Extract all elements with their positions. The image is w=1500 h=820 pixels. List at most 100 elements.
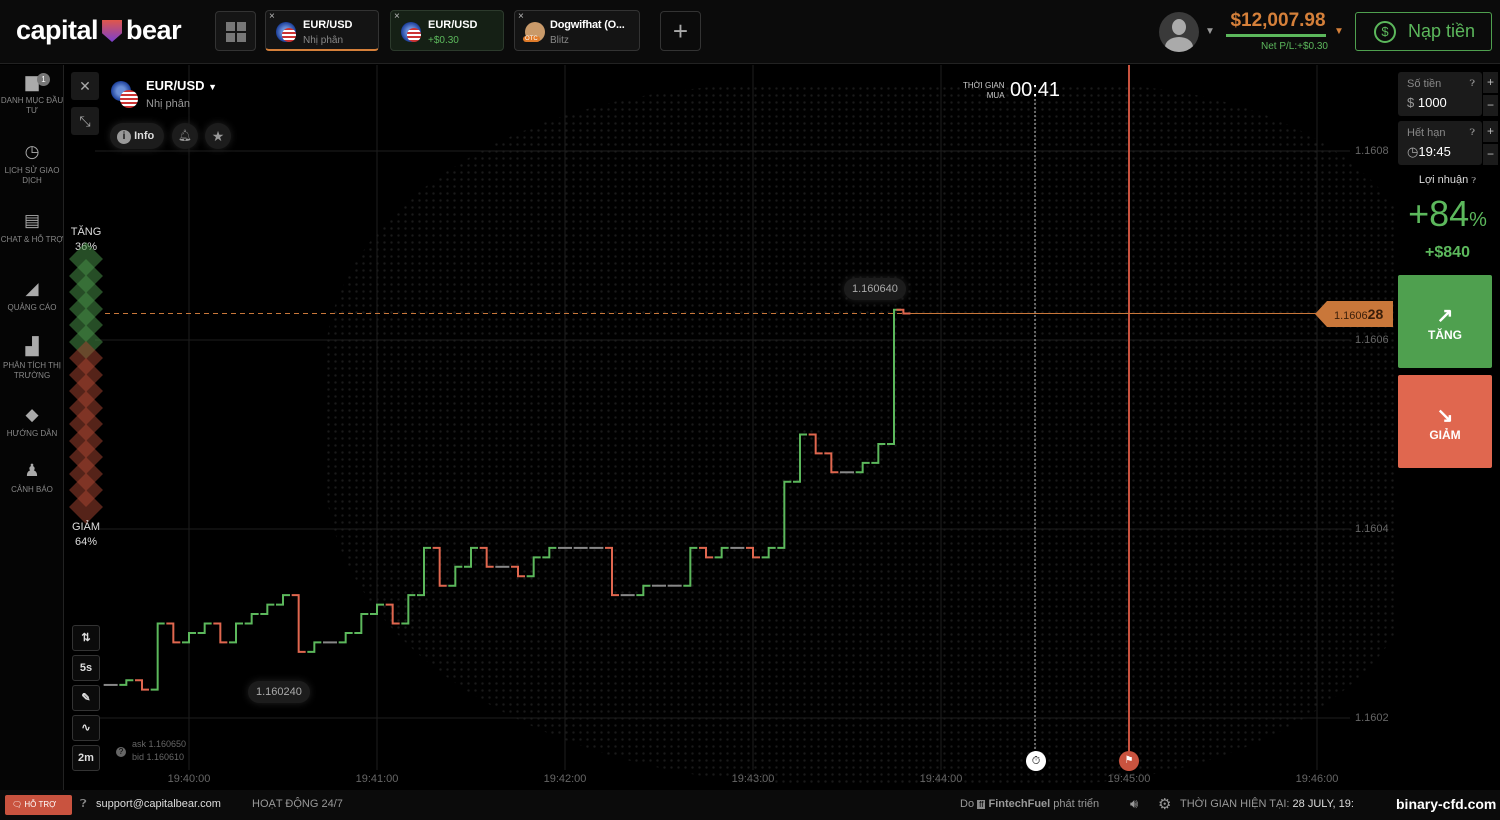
favorite-button[interactable]: ★ (205, 123, 231, 149)
asset-selector[interactable]: EUR/USD ▼ (146, 78, 217, 93)
portfolio-icon: ▆ (25, 72, 39, 91)
net-pl: Net P/L:+$0.30 (1261, 41, 1328, 52)
price-bar (401, 594, 416, 625)
tab-subtitle: Blitz (550, 35, 569, 46)
indicator-wave-icon: ∿ (81, 722, 91, 734)
sidebar-item-portfolio[interactable]: ▆ 1 DANH MỤC ĐẦU TƯ (0, 73, 64, 116)
tab-eurusd-binary[interactable]: × EUR/USD Nhị phân (265, 10, 379, 51)
help-icon[interactable]: ❓︎ (1469, 127, 1475, 137)
currency-symbol: $ (1407, 95, 1415, 110)
sound-icon[interactable]: 🔊︎ (1130, 796, 1139, 811)
amount-increase-button[interactable]: + (1483, 72, 1498, 93)
price-bar (824, 452, 839, 474)
sidebar-item-label: PHÂN TÍCH THỊ TRƯỜNG (3, 361, 61, 380)
sidebar-item-label: LỊCH SỬ GIAO DỊCH (4, 166, 60, 185)
avatar[interactable] (1159, 12, 1199, 52)
price-bar (307, 641, 322, 653)
expiry-field[interactable]: Hết hạn ❓︎ ◷19:45 (1398, 121, 1482, 165)
logo[interactable]: capital bear (16, 15, 182, 45)
support-email[interactable]: support@capitalbear.com (96, 798, 221, 810)
us-flag-icon (407, 28, 421, 42)
timeframe-button[interactable]: 5s (72, 655, 100, 681)
support-label: HỖ TRỢ (24, 800, 56, 809)
balance[interactable]: $12,007.98 (1230, 10, 1326, 31)
drawing-tool-button[interactable]: ✎ (72, 685, 100, 711)
price-chart[interactable]: ✕ ⤡ EUR/USD ▼ Nhị phân i Info 🔔︎ ★ TĂNG3… (65, 65, 1395, 790)
amount-decrease-button[interactable]: − (1483, 95, 1498, 116)
layout-grid-button[interactable] (215, 11, 256, 51)
chart-canvas[interactable] (65, 65, 1395, 790)
price-bar (887, 308, 901, 445)
bid-price: bid 1.160610 (132, 752, 185, 762)
price-bar (417, 546, 431, 597)
bar-chart-type-icon: ⇅ (81, 632, 91, 644)
sidebar-item-history[interactable]: ◷ LỊCH SỬ GIAO DỊCH (0, 143, 64, 186)
sidebar-item-label: CẢNH BÁO (11, 485, 53, 494)
tab-subtitle: +$0.30 (428, 35, 459, 46)
bell-icon: 🔔︎ (178, 130, 192, 142)
profit-label: Lợi nhuận ❓︎ (1395, 174, 1500, 186)
price-bar (135, 679, 149, 691)
close-tab-icon[interactable]: × (394, 11, 400, 22)
max-price-label: 1.160640 (844, 278, 906, 300)
price-bar (119, 679, 134, 686)
help-icon[interactable]: ❓︎ (1471, 176, 1477, 185)
deposit-button[interactable]: $ Nạp tiền (1355, 12, 1492, 51)
help-icon[interactable]: ❓︎ (1469, 78, 1475, 88)
sidebar-item-tutorials[interactable]: ◆ HƯỚNG DẪN (0, 406, 64, 439)
chevron-down-icon[interactable]: ▼ (1205, 26, 1215, 37)
amount-field[interactable]: Số tiền ❓︎ $ 1000 (1398, 72, 1482, 116)
sidebar-item-alerts[interactable]: ♟ CẢNH BÁO (0, 462, 64, 495)
gear-icon[interactable]: ⚙ (1158, 796, 1172, 813)
timer-label-line2: MUA (986, 91, 1005, 100)
price-bar (777, 480, 792, 549)
notification-badge: 1 (37, 73, 50, 86)
close-tab-icon[interactable]: × (269, 11, 275, 22)
pencil-icon: ✎ (81, 692, 91, 704)
sidebar-item-chat[interactable]: ▤ CHAT & HỖ TRỢ (0, 212, 64, 245)
top-bar: capital bear × EUR/USD Nhị phân × EUR/USD… (0, 0, 1500, 64)
sidebar-item-analysis[interactable]: ▟ PHÂN TÍCH THỊ TRƯỜNG (0, 338, 64, 381)
price-bar (605, 546, 619, 597)
help-icon[interactable]: ? (116, 747, 126, 757)
price-bar (464, 546, 478, 568)
chevron-down-icon[interactable]: ▼ (1334, 26, 1344, 37)
sidebar-item-promotions[interactable]: ◢ QUẢNG CÁO (0, 280, 64, 313)
developer-credit[interactable]: Do ff FintechFuel phát triển (960, 798, 1099, 810)
price-bar (511, 565, 525, 578)
asset-type: Nhị phân (146, 98, 191, 110)
sentiment-down: GIẢM 64% (68, 520, 104, 550)
headset-icon: 🗨︎ (12, 800, 23, 809)
info-button[interactable]: i Info (110, 123, 164, 149)
price-bar (479, 546, 494, 568)
buy-up-button[interactable]: ↗ TĂNG (1398, 275, 1492, 368)
support-button[interactable]: 🗨︎ HỖ TRỢ (5, 795, 72, 815)
price-bar (370, 603, 384, 616)
price-bar (896, 308, 911, 315)
buy-down-button[interactable]: ↘ GIẢM (1398, 375, 1492, 468)
trend-down-icon: ↘ (1436, 405, 1454, 427)
x-tick-label: 19:42:00 (543, 773, 587, 785)
zoom-range-button[interactable]: 2m (72, 745, 100, 771)
tab-dogwifhat[interactable]: × OTC Dogwifhat (O... Blitz (514, 10, 640, 51)
indicators-button[interactable]: ∿ (72, 715, 100, 741)
current-time-value: 28 JULY, 19: (1292, 798, 1354, 810)
close-tab-icon[interactable]: × (518, 11, 524, 22)
tab-eurusd-position[interactable]: × EUR/USD +$0.30 (390, 10, 504, 51)
close-chart-button[interactable]: ✕ (71, 72, 99, 100)
alert-bell-button[interactable]: 🔔︎ (172, 123, 198, 149)
expiry-increase-button[interactable]: + (1483, 121, 1498, 142)
x-tick-label: 19:44:00 (919, 773, 963, 785)
price-bar (636, 584, 651, 597)
chevron-down-icon: ▼ (208, 82, 218, 92)
us-flag-icon (120, 90, 138, 108)
collapse-icon[interactable]: ⤡ (71, 107, 99, 135)
expiry-decrease-button[interactable]: − (1483, 144, 1498, 165)
dollar-refresh-icon: $ (1374, 21, 1396, 43)
sentiment-up-label: TĂNG (70, 226, 102, 238)
info-icon: i (117, 130, 131, 144)
chart-type-button[interactable]: ⇅ (72, 625, 100, 651)
sentiment-down-pct: 64% (74, 536, 98, 548)
add-tab-button[interactable]: + (660, 11, 701, 51)
x-tick-label: 19:46:00 (1295, 773, 1339, 785)
